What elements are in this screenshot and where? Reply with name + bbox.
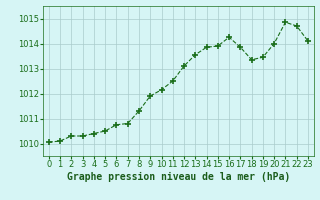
X-axis label: Graphe pression niveau de la mer (hPa): Graphe pression niveau de la mer (hPa) bbox=[67, 172, 290, 182]
